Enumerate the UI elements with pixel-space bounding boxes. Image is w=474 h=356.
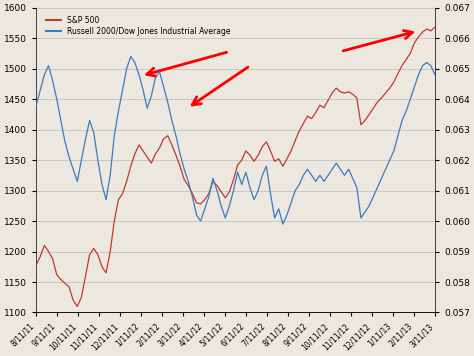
- Legend: S&P 500, Russell 2000/Dow Jones Industrial Average: S&P 500, Russell 2000/Dow Jones Industri…: [44, 15, 232, 37]
